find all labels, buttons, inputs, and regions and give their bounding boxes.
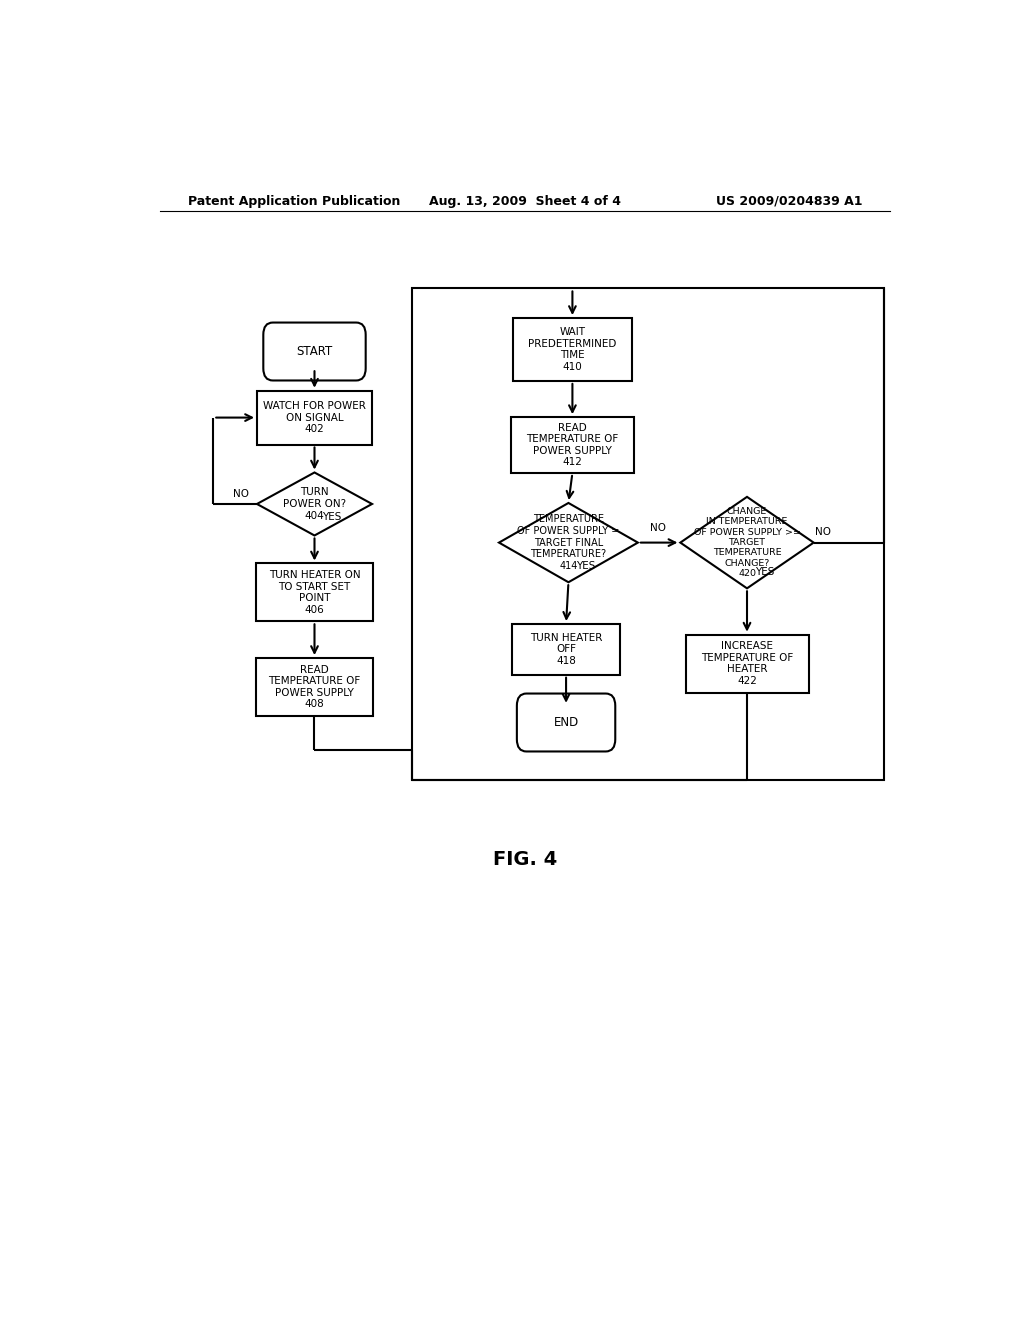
Text: READ
TEMPERATURE OF
POWER SUPPLY
408: READ TEMPERATURE OF POWER SUPPLY 408 bbox=[268, 664, 360, 709]
Text: TURN
POWER ON?
404: TURN POWER ON? 404 bbox=[283, 487, 346, 520]
FancyBboxPatch shape bbox=[257, 391, 372, 445]
Text: WAIT
PREDETERMINED
TIME
410: WAIT PREDETERMINED TIME 410 bbox=[528, 327, 616, 372]
FancyBboxPatch shape bbox=[263, 322, 366, 380]
Text: END: END bbox=[553, 715, 579, 729]
Text: Aug. 13, 2009  Sheet 4 of 4: Aug. 13, 2009 Sheet 4 of 4 bbox=[429, 194, 621, 207]
Text: START: START bbox=[296, 345, 333, 358]
Text: Patent Application Publication: Patent Application Publication bbox=[187, 194, 400, 207]
Text: YES: YES bbox=[577, 561, 596, 572]
Polygon shape bbox=[680, 496, 814, 589]
FancyBboxPatch shape bbox=[685, 635, 809, 693]
Text: NO: NO bbox=[650, 523, 666, 533]
FancyBboxPatch shape bbox=[513, 318, 632, 381]
Text: TURN HEATER
OFF
418: TURN HEATER OFF 418 bbox=[529, 632, 602, 665]
Text: NO: NO bbox=[815, 528, 831, 537]
Text: YES: YES bbox=[323, 512, 342, 523]
FancyBboxPatch shape bbox=[256, 657, 373, 715]
Text: CHANGE
IN TEMPERATURE
OF POWER SUPPLY >=
TARGET
TEMPERATURE
CHANGE?
420: CHANGE IN TEMPERATURE OF POWER SUPPLY >=… bbox=[693, 507, 801, 578]
FancyBboxPatch shape bbox=[517, 693, 615, 751]
Text: TURN HEATER ON
TO START SET
POINT
406: TURN HEATER ON TO START SET POINT 406 bbox=[268, 570, 360, 615]
Text: US 2009/0204839 A1: US 2009/0204839 A1 bbox=[716, 194, 862, 207]
Text: FIG. 4: FIG. 4 bbox=[493, 850, 557, 869]
FancyBboxPatch shape bbox=[511, 417, 634, 473]
FancyBboxPatch shape bbox=[256, 564, 373, 622]
Text: INCREASE
TEMPERATURE OF
HEATER
422: INCREASE TEMPERATURE OF HEATER 422 bbox=[700, 642, 794, 686]
Text: READ
TEMPERATURE OF
POWER SUPPLY
412: READ TEMPERATURE OF POWER SUPPLY 412 bbox=[526, 422, 618, 467]
Text: YES: YES bbox=[755, 568, 774, 577]
Text: NO: NO bbox=[233, 488, 249, 499]
Text: WATCH FOR POWER
ON SIGNAL
402: WATCH FOR POWER ON SIGNAL 402 bbox=[263, 401, 366, 434]
Text: TEMPERATURE
OF POWER SUPPLY =
TARGET FINAL
TEMPERATURE?
414: TEMPERATURE OF POWER SUPPLY = TARGET FIN… bbox=[517, 515, 620, 570]
Polygon shape bbox=[499, 503, 638, 582]
Polygon shape bbox=[257, 473, 372, 536]
FancyBboxPatch shape bbox=[512, 624, 620, 675]
